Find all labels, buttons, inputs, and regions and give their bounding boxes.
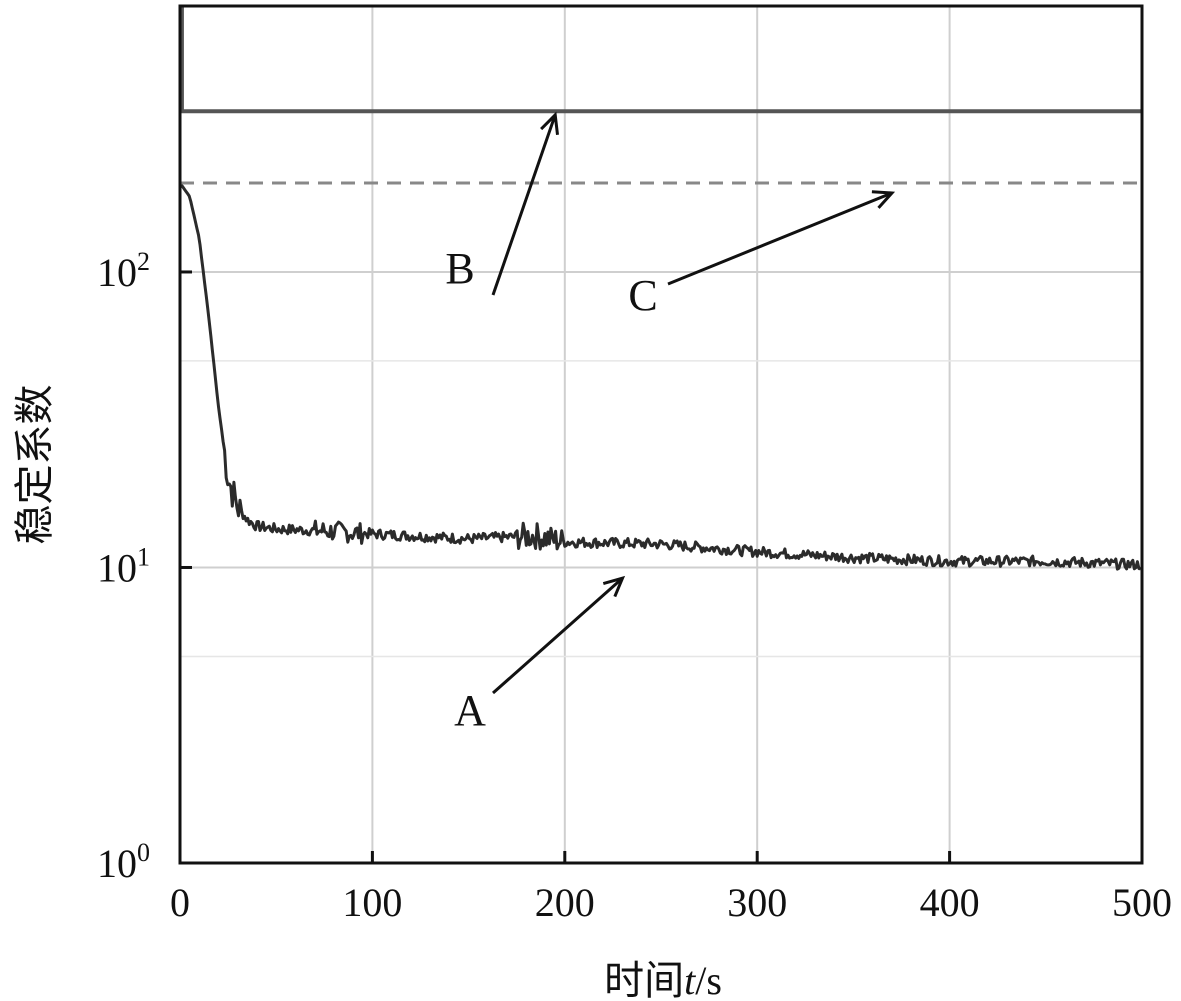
annotation-arrowhead-c bbox=[871, 190, 896, 209]
axis-ticks bbox=[178, 270, 1144, 865]
y-tick-label: 100 bbox=[97, 838, 150, 886]
x-axis-label-prefix: 时间 bbox=[604, 958, 684, 1001]
annotations: A B C bbox=[445, 111, 896, 735]
series-line-a bbox=[178, 182, 1141, 571]
x-axis-label-unit: /s bbox=[695, 958, 722, 1001]
y-tick-label-base: 10 bbox=[97, 841, 137, 886]
y-tick-label-exponent: 0 bbox=[137, 838, 150, 867]
y-tick-label-exponent: 2 bbox=[137, 247, 150, 276]
x-tick-label: 200 bbox=[535, 880, 595, 925]
x-tick-label: 400 bbox=[920, 880, 980, 925]
grid bbox=[179, 6, 1143, 864]
annotation-arrow-c bbox=[667, 191, 893, 286]
series-group bbox=[178, 6, 1142, 571]
y-tick-label-exponent: 1 bbox=[137, 542, 150, 571]
y-axis-label: 稳定系数 bbox=[12, 385, 57, 545]
annotation-arrowhead-a bbox=[602, 575, 626, 598]
x-tick-label: 300 bbox=[727, 880, 787, 925]
y-tick-label-base: 10 bbox=[97, 545, 137, 590]
annotation-arrowhead-b bbox=[540, 111, 559, 135]
y-tick-label: 102 bbox=[97, 247, 150, 295]
annotation-label-c: C bbox=[628, 271, 657, 320]
x-tick-label: 0 bbox=[170, 880, 190, 925]
x-axis-label: 时间t/s bbox=[604, 958, 722, 1001]
x-tick-labels: 0 100 200 300 400 500 bbox=[170, 880, 1172, 925]
x-tick-label: 500 bbox=[1112, 880, 1172, 925]
plot-frame bbox=[178, 4, 1144, 865]
annotation-label-a: A bbox=[454, 686, 486, 735]
annotation-arrow-b bbox=[491, 114, 557, 296]
x-tick-label: 100 bbox=[342, 880, 402, 925]
y-tick-label-base: 10 bbox=[97, 250, 137, 295]
y-tick-label: 101 bbox=[97, 542, 150, 590]
x-axis-label-var: t bbox=[684, 958, 696, 1001]
annotation-arrow-a bbox=[492, 577, 624, 695]
annotation-label-b: B bbox=[445, 244, 474, 293]
